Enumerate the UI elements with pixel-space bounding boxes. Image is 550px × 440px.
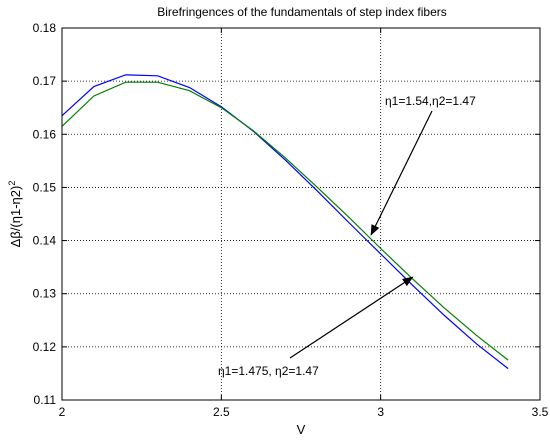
y-tick-label: 0.16 [33, 127, 57, 141]
series-line-2 [61, 81, 509, 361]
y-axis-label: Δβ/(η1-η2)2 [7, 181, 23, 248]
x-tick-label: 3 [377, 405, 384, 419]
y-tick-label: 0.13 [33, 287, 57, 301]
y-tick-label: 0.14 [33, 234, 57, 248]
y-tick-label: 0.11 [34, 393, 57, 407]
y-tick-label: 0.17 [33, 74, 57, 88]
x-tick-label: 2.5 [213, 405, 230, 419]
y-tick-label: 0.12 [33, 340, 57, 354]
series-group [61, 74, 509, 370]
y-tick-label: 0.15 [33, 180, 57, 194]
y-axis-label-exponent: 2 [7, 181, 17, 186]
x-axis-label: V [297, 422, 306, 437]
annotation-arrow-1 [370, 110, 433, 236]
annotation-label-1: η1=1.54,η2=1.47 [385, 94, 476, 108]
x-tick-label: 2 [59, 405, 66, 419]
plot-frame [61, 27, 541, 401]
series-line-1 [61, 74, 509, 370]
chart-title: Birefringences of the fundamentals of st… [157, 5, 447, 19]
annotations: η1=1.54,η2=1.47 η1=1.475, η2=1.47 [218, 94, 476, 378]
x-tick-label: 3.5 [532, 405, 549, 419]
y-tick-label: 0.18 [33, 21, 57, 35]
y-axis-label-base: Δβ/(η1-η2) [8, 186, 23, 248]
plot-background [62, 28, 540, 400]
annotation-label-2: η1=1.475, η2=1.47 [218, 364, 319, 378]
ticks: 2 2.5 3 3.5 0.11 0.12 0.13 0.14 0.15 0.16 0.17 0.18 [33, 21, 549, 419]
annotation-arrow-2 [289, 276, 414, 359]
